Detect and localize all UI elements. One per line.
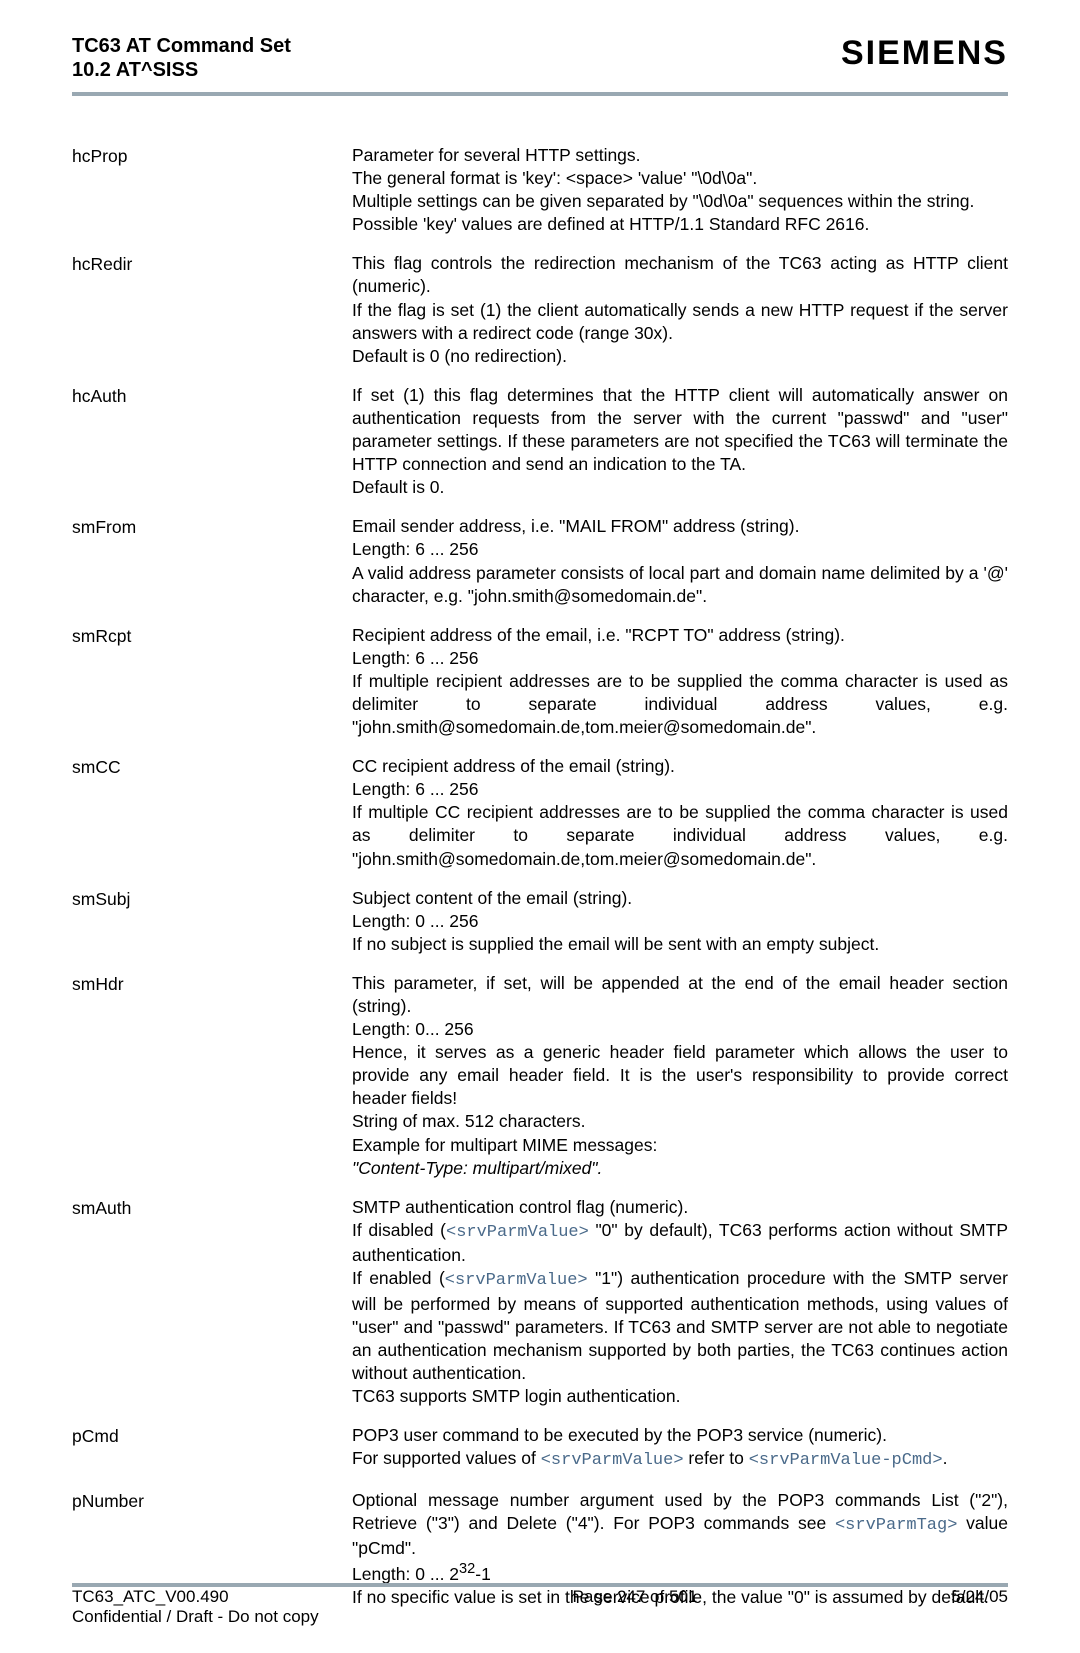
text: Possible 'key' values are defined at HTT… xyxy=(352,214,869,234)
brand-logo: SIEMENS xyxy=(841,34,1008,73)
text: Parameter for several HTTP settings. xyxy=(352,145,641,165)
param-name: smHdr xyxy=(72,972,352,1180)
text: Example for multipart MIME messages: xyxy=(352,1135,657,1155)
text: Length: 0 ... 256 xyxy=(352,911,479,931)
text: If set (1) this flag determines that the… xyxy=(352,385,1008,474)
text-sup: 32 xyxy=(459,1561,475,1577)
text: Recipient address of the email, i.e. "RC… xyxy=(352,625,845,645)
text: Email sender address, i.e. "MAIL FROM" a… xyxy=(352,516,799,536)
text: If enabled ( xyxy=(352,1268,445,1288)
footer-left: TC63_ATC_V00.490 Confidential / Draft - … xyxy=(72,1587,319,1627)
param-row-smRcpt: smRcpt Recipient address of the email, i… xyxy=(72,624,1008,739)
param-desc: Parameter for several HTTP settings. The… xyxy=(352,144,1008,236)
param-name: smSubj xyxy=(72,887,352,956)
text: CC recipient address of the email (strin… xyxy=(352,756,675,776)
text: Length: 6 ... 256 xyxy=(352,779,479,799)
doc-subtitle: 10.2 AT^SISS xyxy=(72,59,291,82)
text: If multiple CC recipient addresses are t… xyxy=(352,802,1008,868)
page-header: TC63 AT Command Set 10.2 AT^SISS SIEMENS xyxy=(72,34,1008,82)
param-name: smFrom xyxy=(72,515,352,607)
text: If disabled ( xyxy=(352,1220,446,1240)
param-name: smCC xyxy=(72,755,352,870)
text: Multiple settings can be given separated… xyxy=(352,191,974,211)
param-row-smSubj: smSubj Subject content of the email (str… xyxy=(72,887,1008,956)
text: A valid address parameter consists of lo… xyxy=(352,563,1008,606)
text: String of max. 512 characters. xyxy=(352,1111,585,1131)
content-area: hcProp Parameter for several HTTP settin… xyxy=(72,144,1008,1609)
param-row-hcRedir: hcRedir This flag controls the redirecti… xyxy=(72,252,1008,367)
param-desc: Subject content of the email (string). L… xyxy=(352,887,1008,956)
param-name: hcAuth xyxy=(72,384,352,499)
code-ref: <srvParmValue> xyxy=(445,1271,588,1290)
text: TC63 supports SMTP login authentication. xyxy=(352,1386,680,1406)
footer-text: TC63_ATC_V00.490 xyxy=(72,1587,229,1606)
text: -1 xyxy=(475,1564,491,1584)
text: For supported values of xyxy=(352,1448,541,1468)
footer-right: 5/24/05 xyxy=(951,1587,1008,1627)
text: The general format is 'key': <space> 'va… xyxy=(352,168,757,188)
doc-title: TC63 AT Command Set xyxy=(72,34,291,59)
text: . xyxy=(943,1448,948,1468)
page-footer: TC63_ATC_V00.490 Confidential / Draft - … xyxy=(72,1587,1008,1627)
footer-center: Page 247 of 501 xyxy=(319,1587,952,1627)
param-row-pCmd: pCmd POP3 user command to be executed by… xyxy=(72,1424,1008,1473)
text-italic: "Content-Type: multipart/mixed". xyxy=(352,1158,602,1178)
text: Length: 6 ... 256 xyxy=(352,539,479,559)
code-ref: <srvParmTag> xyxy=(835,1516,957,1535)
param-name: hcProp xyxy=(72,144,352,236)
param-desc: POP3 user command to be executed by the … xyxy=(352,1424,1008,1473)
text: This flag controls the redirection mecha… xyxy=(352,253,1008,296)
param-desc: This flag controls the redirection mecha… xyxy=(352,252,1008,367)
param-desc: CC recipient address of the email (strin… xyxy=(352,755,1008,870)
text: Subject content of the email (string). xyxy=(352,888,632,908)
footer-text: Confidential / Draft - Do not copy xyxy=(72,1607,319,1626)
text: Default is 0 (no redirection). xyxy=(352,346,567,366)
param-desc: Recipient address of the email, i.e. "RC… xyxy=(352,624,1008,739)
param-name: smRcpt xyxy=(72,624,352,739)
text: refer to xyxy=(684,1448,749,1468)
header-divider xyxy=(72,92,1008,96)
param-row-smAuth: smAuth SMTP authentication control flag … xyxy=(72,1196,1008,1409)
param-row-smHdr: smHdr This parameter, if set, will be ap… xyxy=(72,972,1008,1180)
param-name: hcRedir xyxy=(72,252,352,367)
code-ref: <srvParmValue-pCmd> xyxy=(749,1451,943,1470)
param-desc: If set (1) this flag determines that the… xyxy=(352,384,1008,499)
doc-title-block: TC63 AT Command Set 10.2 AT^SISS xyxy=(72,34,291,82)
code-ref: <srvParmValue> xyxy=(446,1223,589,1242)
param-name: pCmd xyxy=(72,1424,352,1473)
text: If the flag is set (1) the client automa… xyxy=(352,300,1008,343)
param-name: smAuth xyxy=(72,1196,352,1409)
param-row-smFrom: smFrom Email sender address, i.e. "MAIL … xyxy=(72,515,1008,607)
text: Hence, it serves as a generic header fie… xyxy=(352,1042,1008,1108)
text: Length: 0... 256 xyxy=(352,1019,474,1039)
code-ref: <srvParmValue> xyxy=(541,1451,684,1470)
text: SMTP authentication control flag (numeri… xyxy=(352,1197,688,1217)
param-row-hcAuth: hcAuth If set (1) this flag determines t… xyxy=(72,384,1008,499)
text: Default is 0. xyxy=(352,477,444,497)
text: This parameter, if set, will be appended… xyxy=(352,973,1008,1016)
text: Length: 6 ... 256 xyxy=(352,648,479,668)
text: POP3 user command to be executed by the … xyxy=(352,1425,887,1445)
text: If multiple recipient addresses are to b… xyxy=(352,671,1008,737)
text: If no subject is supplied the email will… xyxy=(352,934,879,954)
param-row-smCC: smCC CC recipient address of the email (… xyxy=(72,755,1008,870)
param-row-hcProp: hcProp Parameter for several HTTP settin… xyxy=(72,144,1008,236)
text: Length: 0 ... 2 xyxy=(352,1564,459,1584)
param-desc: This parameter, if set, will be appended… xyxy=(352,972,1008,1180)
param-desc: Email sender address, i.e. "MAIL FROM" a… xyxy=(352,515,1008,607)
param-desc: SMTP authentication control flag (numeri… xyxy=(352,1196,1008,1409)
